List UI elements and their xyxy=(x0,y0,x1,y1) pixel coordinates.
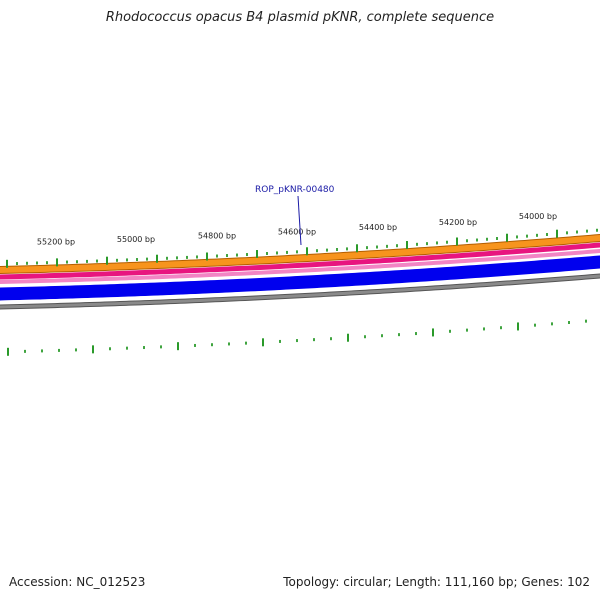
topology-text: Topology: circular xyxy=(283,575,388,589)
arc-pink xyxy=(0,248,600,285)
arc-gray xyxy=(0,274,600,309)
arc-orange xyxy=(0,234,600,274)
ruler-label: 54400 bp xyxy=(359,223,397,232)
ruler-label: 54200 bp xyxy=(439,218,477,227)
accession-text: Accession: NC_012523 xyxy=(9,575,146,589)
ruler-label: 54000 bp xyxy=(519,212,557,221)
ruler-label: 55000 bp xyxy=(117,235,155,244)
gene-annotation: ROP_pKNR-00480 xyxy=(255,185,335,246)
arc-blue xyxy=(0,255,600,301)
sequence-arcs xyxy=(0,233,600,310)
arc-magenta xyxy=(0,242,600,280)
gene-leader-line xyxy=(297,195,302,246)
gc-tick-tracks xyxy=(6,228,598,356)
ruler-label: 55200 bp xyxy=(37,238,75,247)
length-text: Length: 111,160 bp xyxy=(395,575,514,589)
gene-label[interactable]: ROP_pKNR-00480 xyxy=(255,185,335,195)
map-title: Rhodococcus opacus B4 plasmid pKNR, comp… xyxy=(105,10,495,25)
ruler-label: 54800 bp xyxy=(198,231,236,240)
bp-ruler-labels: 55200 bp 55000 bp 54800 bp 54600 bp 54400 bp… xyxy=(37,212,557,247)
ruler-label: 54600 bp xyxy=(278,228,316,237)
genes-count-text: Genes: 102 xyxy=(521,575,590,589)
arc-white-gap-2 xyxy=(0,269,600,304)
summary-text: Topology: circular; Length: 111,160 bp; … xyxy=(283,575,590,589)
arc-white-gap xyxy=(0,253,600,288)
